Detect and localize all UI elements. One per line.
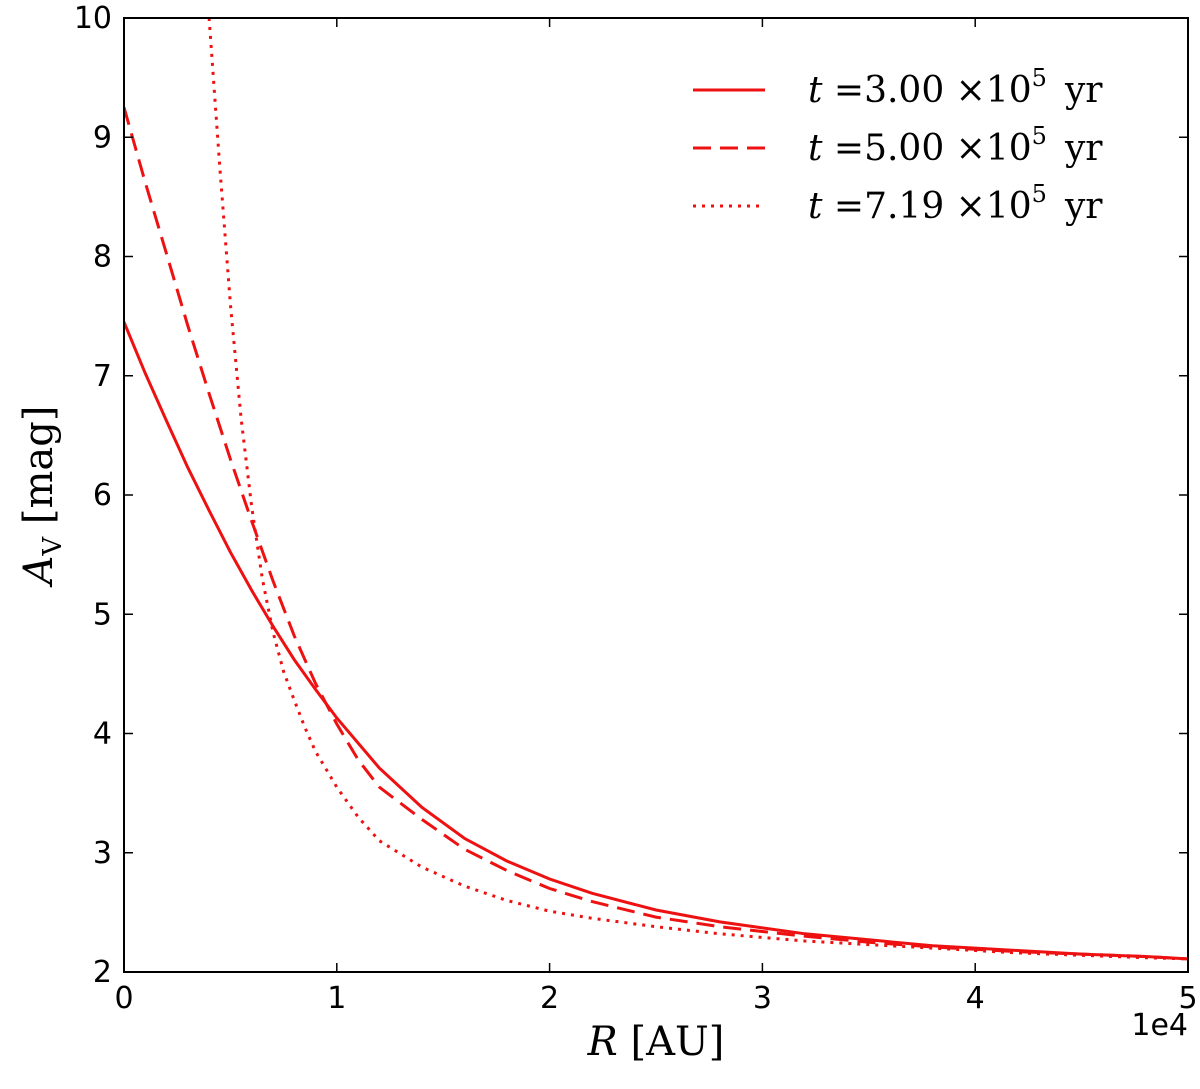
x-tick-label: 0 xyxy=(114,981,133,1016)
y-tick-label: 9 xyxy=(93,120,112,155)
y-tick-label: 8 xyxy=(93,240,112,275)
x-tick-label: 4 xyxy=(966,981,985,1016)
y-tick-label: 5 xyxy=(93,597,112,632)
y-tick-label: 6 xyxy=(93,478,112,513)
y-axis-title: AV [mag] xyxy=(16,406,68,589)
legend-label-2: t =5.00 ×105 yr xyxy=(808,122,1103,169)
y-tick-label: 10 xyxy=(74,1,112,36)
x-tick-label: 2 xyxy=(540,981,559,1016)
series-line-2 xyxy=(124,106,1188,961)
ticks-layer: 0 1 2 3 4 5 2 3 4 5 6 7 8 9 10 xyxy=(74,1,1198,1016)
x-tick-label: 5 xyxy=(1178,981,1197,1016)
x-tick-label: 1 xyxy=(327,981,346,1016)
x-offset-label: 1e4 xyxy=(1131,1008,1188,1043)
series-line-1 xyxy=(124,321,1188,961)
y-tick-label: 4 xyxy=(93,717,112,752)
x-axis-title: R [AU] xyxy=(587,1019,725,1065)
legend: t =3.00 ×105 yr t =5.00 ×105 yr t =7.19 ×105… xyxy=(693,64,1103,227)
y-tick-label: 2 xyxy=(93,955,112,990)
legend-label-3: t =7.19 ×105 yr xyxy=(808,180,1103,227)
x-tick-label: 3 xyxy=(753,981,772,1016)
series-line-3 xyxy=(207,18,1188,961)
y-tick-label: 7 xyxy=(93,359,112,394)
legend-label-1: t =3.00 ×105 yr xyxy=(808,64,1103,111)
y-tick-label: 3 xyxy=(93,836,112,871)
series-layer xyxy=(124,18,1188,961)
